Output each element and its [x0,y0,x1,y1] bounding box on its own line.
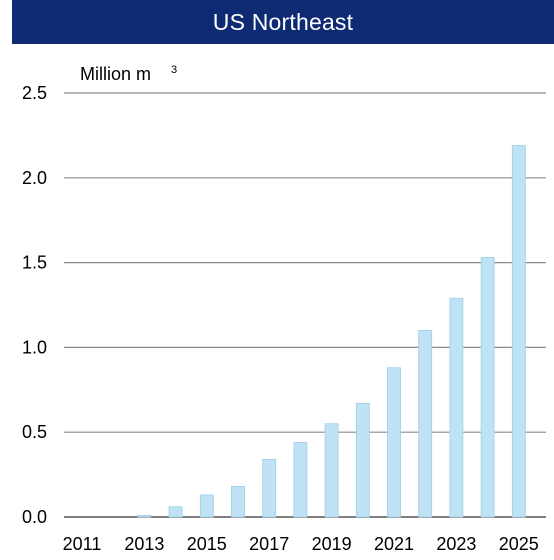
bar-2021 [387,367,401,518]
x-tick-label: 2015 [187,534,227,554]
y-tick-label: 2.5 [22,83,47,103]
bar-2020 [355,402,370,518]
y-tick-label: 0.0 [22,507,47,527]
x-tick-label: 2021 [374,534,414,554]
x-tick-label: 2023 [436,534,476,554]
y-axis-unit-label: Million m [80,64,151,84]
bar-2014 [168,506,183,518]
x-axis-ticks: 2011 2013 2015 2017 2019 2021 2023 2025 [63,534,539,554]
y-tick-label: 1.5 [22,253,47,273]
x-tick-label: 2013 [124,534,164,554]
x-tick-label: 2017 [249,534,289,554]
y-tick-label: 0.5 [22,422,47,442]
y-tick-label: 1.0 [22,337,47,357]
chart-title: US Northeast [212,8,354,35]
y-axis-ticks: 0.0 0.5 1.0 1.5 2.0 2.5 [22,83,47,527]
bar-2015 [199,494,214,518]
bar-2022 [418,330,433,518]
bar-2016 [231,486,245,518]
bar-2017 [262,458,277,518]
bar-2018 [293,441,308,518]
bar-layer [137,145,526,518]
bar-2023 [449,297,464,518]
x-tick-label: 2019 [312,534,352,554]
bar-2019 [324,423,339,518]
chart-title-bar: US Northeast [12,0,554,44]
x-tick-label: 2025 [499,534,539,554]
bar-2025 [511,145,526,518]
bar-2024 [480,257,495,518]
bar-2013 [137,514,152,518]
y-axis-unit-superscript: 3 [171,64,177,76]
x-tick-label: 2011 [63,534,102,554]
y-tick-label: 2.0 [22,168,47,188]
